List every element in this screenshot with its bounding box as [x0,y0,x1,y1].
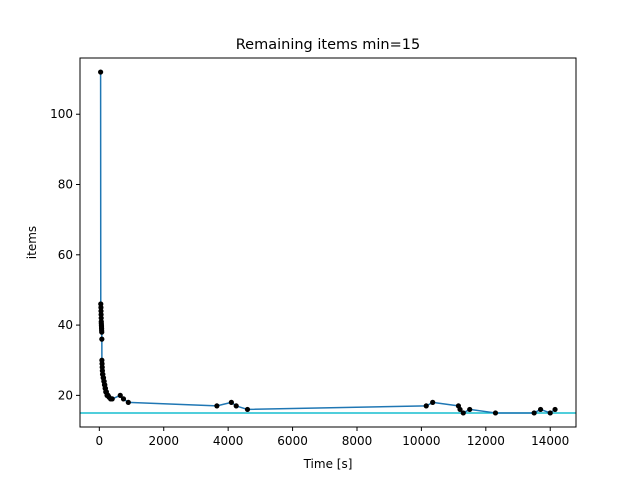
data-point [117,392,123,398]
data-point [537,406,544,413]
data-point [125,399,131,405]
y-tick-label: 60 [58,248,73,262]
data-point [423,403,429,409]
x-tick-label: 4000 [213,434,244,448]
data-point [430,399,436,405]
x-axis: 0 2000 4000 6000 8000 10000 12000 14000 [96,427,569,448]
y-axis: 20 40 60 80 100 [50,107,80,402]
x-tick-label: 0 [96,434,104,448]
x-tick-label: 2000 [148,434,179,448]
data-point [460,410,466,416]
data-point [233,403,239,409]
x-axis-label: Time [s] [303,457,353,471]
x-tick-label: 12000 [467,434,505,448]
data-point [467,406,473,413]
data-point [109,396,115,402]
series-line [99,72,556,414]
data-point [98,69,104,75]
y-axis-label: items [25,226,39,259]
data-point [120,396,127,402]
x-tick-label: 6000 [277,434,308,448]
data-point [214,403,220,409]
y-tick-label: 40 [58,318,73,332]
y-tick-label: 80 [58,178,73,192]
chart-title: Remaining items min=15 [236,37,420,53]
plot-area [80,69,576,416]
data-point [492,410,499,416]
y-tick-label: 100 [50,107,73,121]
data-point [547,410,553,416]
x-tick-label: 10000 [402,434,440,448]
data-point [457,406,463,413]
x-tick-label: 14000 [531,434,569,448]
plot-frame [79,57,577,428]
y-tick-label: 20 [58,388,73,402]
data-point [99,329,105,335]
data-point [99,336,105,342]
data-point [531,410,537,416]
data-point [244,406,251,413]
data-point [228,399,234,405]
x-tick-label: 8000 [342,434,373,448]
data-point [552,406,558,413]
